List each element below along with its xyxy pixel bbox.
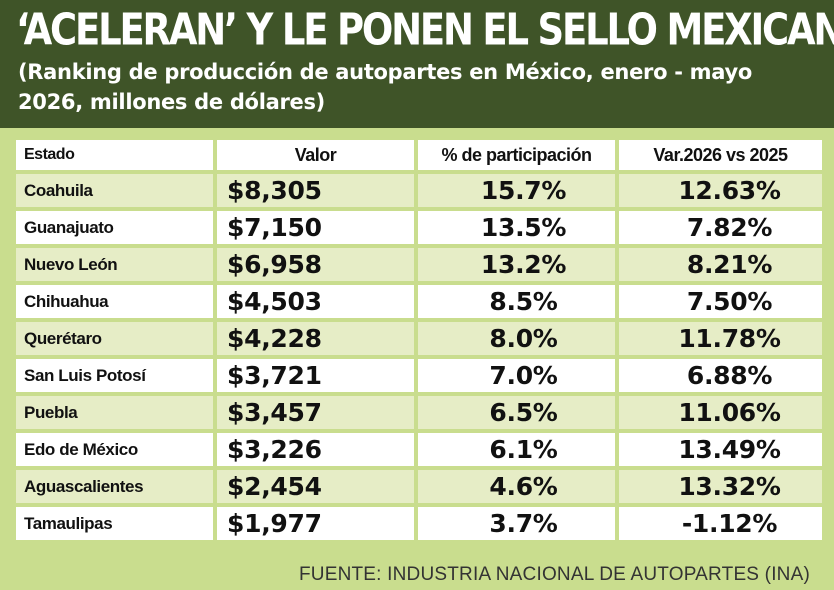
table-row: Tamaulipas $1,977 3.7% -1.12% [16,507,822,540]
table-row: Puebla $3,457 6.5% 11.06% [16,396,822,429]
cell-participacion: 15.7% [418,174,615,207]
table-row: Edo de México $3,226 6.1% 13.49% [16,433,822,466]
table-header-row: Estado Valor % de participación Var.2026… [16,140,822,170]
column-header-estado: Estado [16,140,213,170]
cell-valor: $6,958 [217,248,414,281]
cell-estado: San Luis Potosí [16,359,213,392]
source-note: FUENTE: INDUSTRIA NACIONAL DE AUTOPARTES… [298,564,810,585]
cell-valor: $7,150 [217,211,414,244]
table-row: Coahuila $8,305 15.7% 12.63% [16,174,822,207]
page-title: ‘ACELERAN’ Y LE PONEN EL SELLO MEXICANO [16,4,834,56]
cell-variacion: 13.49% [619,433,822,466]
cell-valor: $1,977 [217,507,414,540]
page-subtitle: (Ranking de producción de autopartes en … [18,60,752,114]
cell-participacion: 13.5% [418,211,615,244]
cell-estado: Puebla [16,396,213,429]
cell-variacion: -1.12% [619,507,822,540]
column-header-participacion: % de participación [418,140,615,170]
cell-participacion: 7.0% [418,359,615,392]
cell-participacion: 8.0% [418,322,615,355]
cell-estado: Aguascalientes [16,470,213,503]
cell-participacion: 6.5% [418,396,615,429]
cell-variacion: 12.63% [619,174,822,207]
cell-estado: Tamaulipas [16,507,213,540]
cell-estado: Guanajuato [16,211,213,244]
cell-estado: Edo de México [16,433,213,466]
cell-estado: Nuevo León [16,248,213,281]
cell-variacion: 6.88% [619,359,822,392]
cell-valor: $3,457 [217,396,414,429]
column-header-variacion: Var.2026 vs 2025 [619,140,822,170]
table-row: Nuevo León $6,958 13.2% 8.21% [16,248,822,281]
cell-variacion: 13.32% [619,470,822,503]
cell-variacion: 8.21% [619,248,822,281]
cell-estado: Chihuahua [16,285,213,318]
cell-participacion: 3.7% [418,507,615,540]
table-row: Guanajuato $7,150 13.5% 7.82% [16,211,822,244]
header-banner: ‘ACELERAN’ Y LE PONEN EL SELLO MEXICANO … [0,0,834,128]
cell-variacion: 7.82% [619,211,822,244]
cell-valor: $3,721 [217,359,414,392]
ranking-table-container: Estado Valor % de participación Var.2026… [16,136,822,544]
table-body: Coahuila $8,305 15.7% 12.63% Guanajuato $7,15… [16,174,822,540]
table-row: San Luis Potosí $3,721 7.0% 6.88% [16,359,822,392]
table-row: Chihuahua $4,503 8.5% 7.50% [16,285,822,318]
cell-variacion: 11.78% [619,322,822,355]
cell-participacion: 4.6% [418,470,615,503]
cell-valor: $3,226 [217,433,414,466]
cell-valor: $2,454 [217,470,414,503]
cell-participacion: 6.1% [418,433,615,466]
cell-participacion: 13.2% [418,248,615,281]
cell-valor: $4,228 [217,322,414,355]
cell-variacion: 11.06% [619,396,822,429]
ranking-table: Estado Valor % de participación Var.2026… [12,136,826,544]
table-row: Aguascalientes $2,454 4.6% 13.32% [16,470,822,503]
cell-participacion: 8.5% [418,285,615,318]
cell-valor: $8,305 [217,174,414,207]
cell-variacion: 7.50% [619,285,822,318]
cell-estado: Coahuila [16,174,213,207]
table-row: Querétaro $4,228 8.0% 11.78% [16,322,822,355]
cell-estado: Querétaro [16,322,213,355]
cell-valor: $4,503 [217,285,414,318]
column-header-valor: Valor [217,140,414,170]
